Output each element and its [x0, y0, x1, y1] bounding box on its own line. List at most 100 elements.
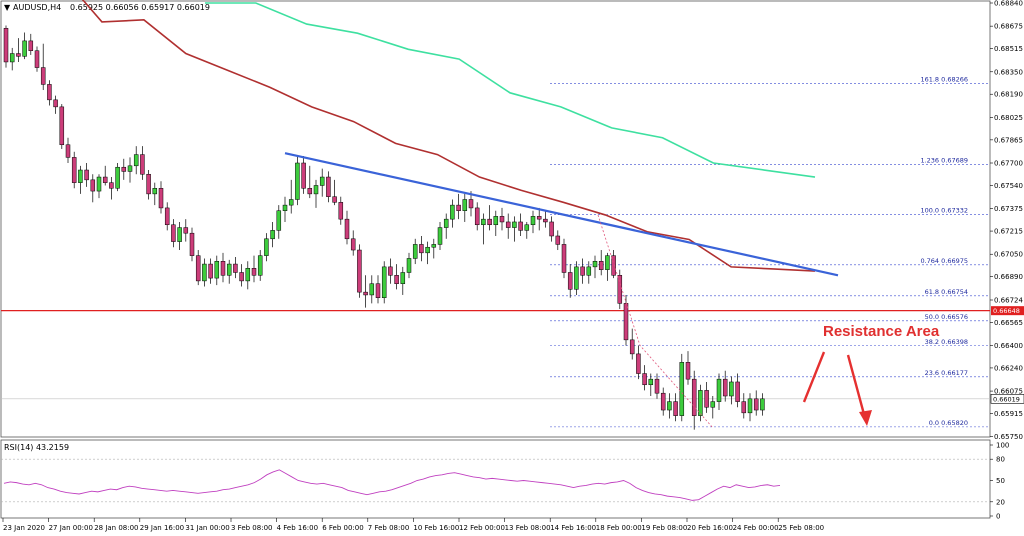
candle-bear	[580, 266, 585, 276]
rsi-line	[3, 469, 781, 501]
candle-bull	[9, 53, 15, 63]
candle-bear	[307, 188, 313, 195]
candle-bear	[487, 218, 492, 226]
time-tick-label: 19 Feb 08:00	[641, 524, 687, 532]
candle-bear	[735, 381, 740, 402]
candle-bull	[276, 210, 282, 231]
price-tick-label: 0.68025	[994, 114, 1023, 122]
price-tick-label: 0.68515	[994, 45, 1023, 53]
candle-bull	[493, 216, 499, 226]
fib-level-label: 100.0 0.67332	[920, 207, 968, 215]
candle-bull	[698, 390, 703, 416]
chart-title: AUDUSD,H4	[13, 3, 61, 12]
candle-bear	[71, 157, 77, 183]
candle-bear	[567, 272, 573, 290]
arrow-down-icon	[846, 354, 872, 426]
rsi-levels	[1, 458, 990, 503]
candle-bear	[350, 238, 356, 251]
fib-level-label: 1.236 0.67689	[920, 157, 968, 165]
rsi-tick-label: 20	[996, 498, 1005, 506]
candle-bull	[152, 188, 158, 195]
time-tick-label: 25 Feb 08:00	[778, 524, 824, 532]
candle-bull	[264, 238, 269, 256]
candle-bull	[729, 381, 734, 397]
candle-bull	[381, 266, 387, 298]
candle-bull	[270, 230, 275, 240]
candle-bear	[146, 173, 151, 195]
time-tick-label: 28 Jan 08:00	[94, 524, 138, 532]
candle-bear	[158, 188, 164, 209]
fib-level-label: 161.8 0.68266	[920, 76, 968, 84]
candle-bull	[648, 378, 654, 386]
candle-bull	[747, 398, 753, 414]
candle-bull	[667, 401, 672, 411]
candle-bear	[34, 50, 40, 68]
candle-bear	[505, 221, 511, 228]
trendline[interactable]	[284, 152, 839, 277]
candle-bear	[673, 401, 678, 416]
current-price-tag	[990, 394, 1024, 404]
candle-bear	[611, 255, 616, 276]
fib-level-label: 0.0 0.65820	[929, 419, 968, 427]
candle-bull	[524, 224, 530, 231]
candle-bull	[710, 401, 716, 408]
arrow-up-icon	[802, 351, 826, 403]
candle-bull	[214, 261, 220, 279]
price-tick-label: 0.67865	[994, 136, 1023, 144]
candle-bear	[419, 244, 424, 254]
candle-bear	[220, 261, 226, 276]
time-tick-label: 3 Feb 08:00	[231, 524, 272, 532]
candle-bear	[555, 235, 561, 245]
chart-ohlc: 0.65925 0.66056 0.65917 0.66019	[70, 3, 210, 12]
resistance-area-label: Resistance Area	[823, 323, 940, 340]
candle-bear	[704, 390, 709, 408]
candle-bear	[164, 207, 170, 226]
candle-bull	[78, 169, 83, 183]
time-tick-label: 4 Feb 16:00	[277, 524, 318, 532]
candle-bear	[171, 224, 176, 242]
horizontal-lines	[1, 310, 990, 400]
fib-level-label: 50.0 0.66576	[925, 313, 968, 321]
rsi-tick-label: 100	[996, 442, 1009, 450]
price-tick-label: 0.66075	[994, 388, 1023, 396]
price-tick-label: 0.66565	[994, 319, 1023, 327]
candle-bear	[84, 169, 89, 181]
candle-bull	[530, 216, 536, 226]
candle-bull	[400, 272, 406, 284]
candle-bear	[753, 398, 759, 411]
candle-bear	[326, 176, 331, 197]
price-tick-label: 0.67215	[994, 228, 1023, 236]
candle-bull	[369, 283, 375, 296]
candle-bear	[357, 249, 362, 293]
candle-bear	[518, 221, 523, 231]
candle-bull	[202, 263, 207, 282]
price-tick-label: 0.66400	[994, 342, 1023, 350]
time-tick-label: 31 Jan 00:00	[185, 524, 229, 532]
candle-bear	[660, 392, 666, 411]
candle-bear	[617, 275, 623, 304]
candle-bear	[121, 166, 127, 172]
candle-bear	[59, 106, 65, 146]
candle-bear	[208, 263, 213, 279]
candle-bull	[679, 362, 685, 416]
candle-bear	[636, 353, 641, 374]
candle-bull	[412, 244, 418, 259]
rsi-tick-label: 50	[996, 477, 1005, 485]
fibonacci-levels: 161.8 0.68266 1.236 0.67689 100.0 0.67332 0…	[550, 76, 990, 428]
candle-bear	[109, 182, 114, 189]
candle-bull	[245, 268, 251, 282]
price-tick-label: 0.67050	[994, 251, 1023, 259]
ma-red-line	[81, 0, 816, 272]
candle-bear	[375, 283, 381, 298]
price-tick-label: 0.67375	[994, 205, 1023, 213]
candle-bear	[642, 373, 647, 386]
time-tick-label: 23 Jan 2020	[3, 524, 45, 532]
time-axis: 23 Jan 2020 27 Jan 00:00 28 Jan 08:00 29 Ja…	[2, 518, 824, 532]
price-tick-label: 0.65915	[994, 410, 1023, 418]
price-tick-label: 0.66890	[994, 273, 1023, 281]
fib-level-label: 0.764 0.66975	[920, 257, 968, 265]
time-tick-label: 7 Feb 08:00	[368, 524, 409, 532]
candle-bull	[512, 221, 517, 228]
candle-bull	[257, 255, 263, 276]
